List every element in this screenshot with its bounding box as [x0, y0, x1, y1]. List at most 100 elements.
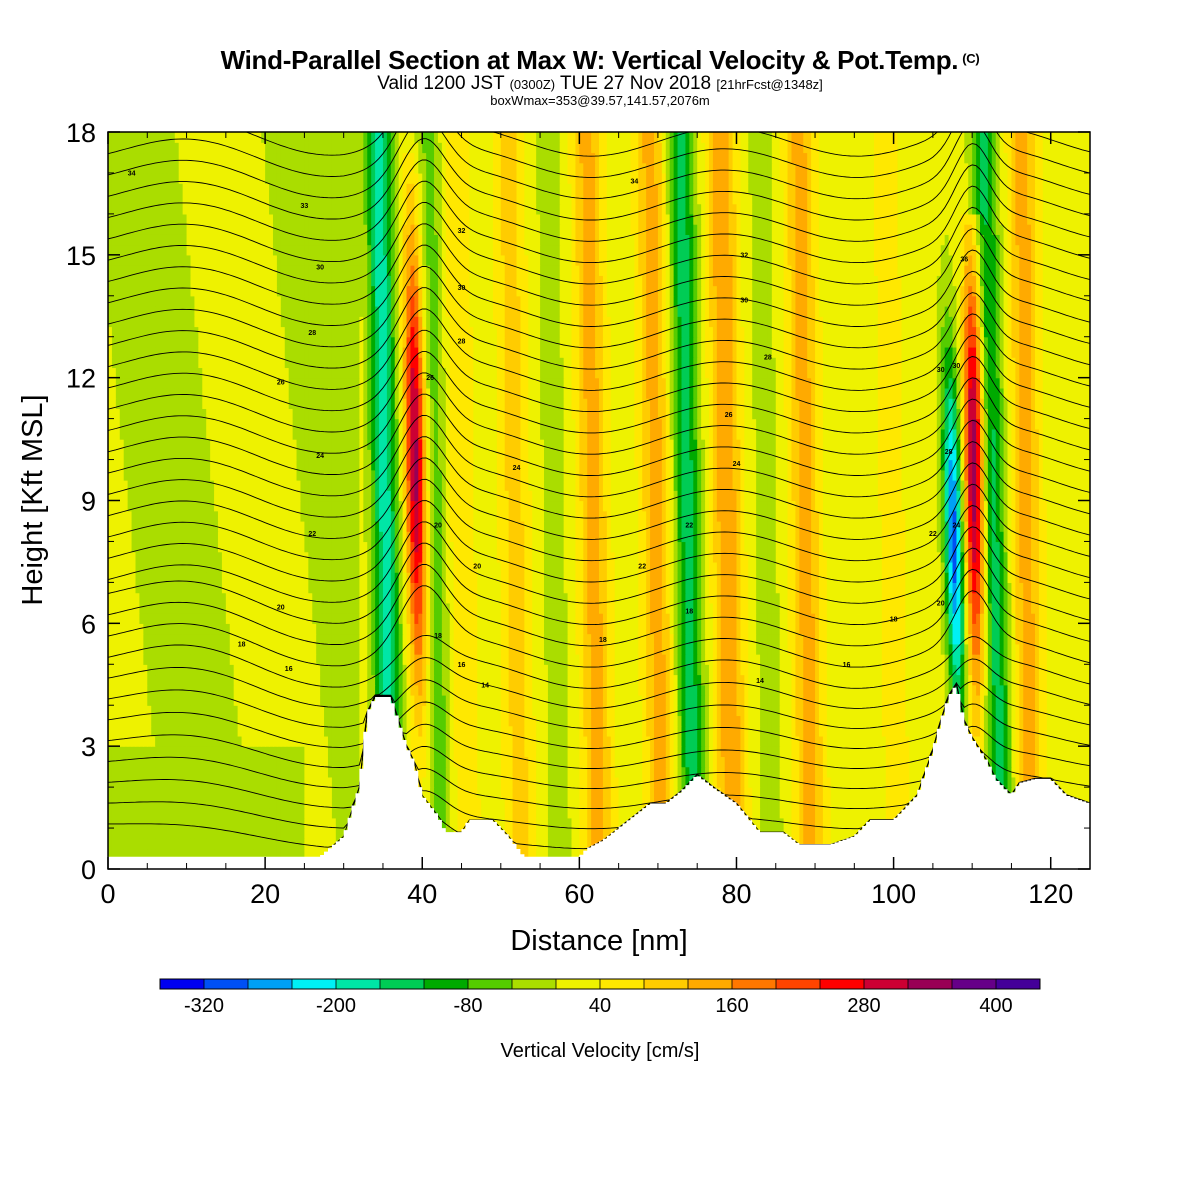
velocity-cell — [210, 848, 215, 860]
velocity-cell — [257, 684, 262, 696]
velocity-cell — [457, 705, 463, 717]
velocity-cell — [685, 756, 690, 768]
velocity-cell — [712, 746, 718, 758]
velocity-cell — [178, 787, 184, 798]
velocity-cell — [948, 684, 954, 696]
velocity-cell — [1070, 776, 1075, 788]
velocity-cell — [901, 735, 906, 747]
velocity-cell — [127, 817, 133, 829]
velocity-cell — [791, 746, 796, 758]
velocity-cell — [155, 715, 160, 727]
velocity-cell — [901, 746, 906, 758]
velocity-cell — [524, 766, 529, 778]
velocity-cell — [214, 797, 219, 809]
velocity-cell — [210, 797, 215, 809]
velocity-cell — [276, 735, 282, 747]
velocity-cell — [630, 715, 635, 727]
velocity-cell — [756, 705, 761, 717]
velocity-cell — [111, 746, 117, 758]
velocity-cell — [221, 848, 227, 860]
velocity-cell — [661, 664, 667, 676]
velocity-cell — [1011, 694, 1016, 706]
velocity-cell — [771, 715, 777, 727]
velocity-cell — [343, 766, 349, 778]
velocity-cell — [190, 664, 196, 676]
velocity-cell — [799, 787, 804, 798]
velocity-cell — [288, 787, 294, 798]
velocity-cell — [327, 797, 333, 809]
velocity-cell — [206, 664, 211, 676]
velocity-cell — [449, 776, 455, 788]
velocity-cell — [489, 684, 494, 696]
velocity-cell — [1011, 664, 1016, 676]
velocity-cell — [151, 746, 156, 758]
velocity-cell — [893, 694, 899, 706]
velocity-cell — [508, 684, 514, 696]
velocity-cell — [858, 817, 863, 829]
velocity-cell — [1062, 694, 1068, 706]
velocity-cell — [995, 684, 1001, 696]
velocity-cell — [901, 725, 906, 737]
velocity-cell — [657, 746, 663, 758]
velocity-cell — [449, 684, 455, 696]
velocity-cell — [206, 674, 211, 686]
velocity-cell — [870, 756, 875, 768]
velocity-cell — [555, 684, 561, 696]
velocity-cell — [492, 746, 498, 758]
velocity-cell — [681, 776, 687, 788]
velocity-cell — [300, 705, 305, 717]
velocity-cell — [324, 797, 329, 809]
velocity-cell — [272, 807, 278, 819]
velocity-cell — [873, 746, 879, 758]
velocity-cell — [866, 735, 871, 747]
velocity-cell — [987, 674, 993, 686]
velocity-cell — [131, 735, 137, 747]
velocity-cell — [976, 725, 981, 737]
velocity-cell — [245, 766, 251, 778]
velocity-cell — [744, 756, 749, 768]
velocity-cell — [300, 756, 305, 768]
velocity-cell — [469, 664, 474, 676]
velocity-cell — [272, 664, 278, 676]
velocity-cell — [1082, 776, 1087, 788]
velocity-cell — [331, 766, 337, 778]
velocity-cell — [614, 735, 620, 747]
velocity-cell — [261, 776, 266, 788]
velocity-cell — [889, 715, 895, 727]
velocity-cell — [779, 664, 785, 676]
velocity-cell — [280, 694, 286, 706]
velocity-cell — [437, 694, 443, 706]
velocity-cell — [445, 674, 451, 686]
velocity-cell — [595, 694, 600, 706]
velocity-cell — [292, 838, 298, 850]
velocity-cell — [818, 807, 824, 819]
velocity-cell — [673, 746, 679, 758]
velocity-cell — [371, 674, 376, 686]
velocity-cell — [1074, 684, 1079, 696]
velocity-cell — [708, 766, 714, 778]
velocity-cell — [846, 725, 851, 737]
velocity-cell — [732, 715, 738, 727]
velocity-cell — [901, 797, 906, 809]
velocity-cell — [732, 694, 738, 706]
velocity-cell — [779, 705, 785, 717]
velocity-cell — [339, 694, 345, 706]
velocity-cell — [846, 807, 851, 819]
velocity-cell — [300, 807, 305, 819]
velocity-cell — [606, 828, 612, 839]
velocity-cell — [767, 756, 773, 768]
velocity-cell — [320, 787, 325, 798]
velocity-cell — [555, 705, 561, 717]
velocity-cell — [225, 828, 231, 839]
velocity-cell — [606, 797, 612, 809]
velocity-cell — [858, 807, 863, 819]
velocity-cell — [551, 664, 557, 676]
velocity-cell — [111, 838, 117, 850]
velocity-cell — [190, 828, 196, 839]
velocity-cell — [618, 807, 624, 819]
velocity-cell — [347, 735, 353, 747]
velocity-cell — [1027, 756, 1032, 768]
velocity-cell — [261, 735, 266, 747]
velocity-cell — [190, 684, 196, 696]
velocity-cell — [276, 776, 282, 788]
